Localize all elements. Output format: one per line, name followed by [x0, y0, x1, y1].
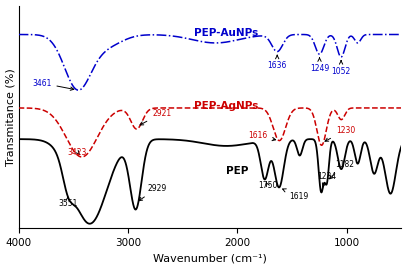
Text: 1619: 1619 — [282, 189, 308, 201]
Text: 3551: 3551 — [58, 196, 77, 208]
Text: 1234: 1234 — [317, 172, 337, 187]
Text: 2929: 2929 — [139, 183, 167, 201]
Text: 1750: 1750 — [258, 181, 278, 190]
Text: 3461: 3461 — [32, 79, 74, 90]
X-axis label: Wavenumber (cm⁻¹): Wavenumber (cm⁻¹) — [153, 253, 267, 263]
Y-axis label: Transmitance (%): Transmitance (%) — [6, 68, 16, 166]
Text: 3423: 3423 — [68, 148, 87, 157]
Text: PEP-AuNPs: PEP-AuNPs — [194, 28, 258, 38]
Text: 1230: 1230 — [325, 126, 355, 141]
Text: PEP: PEP — [226, 166, 249, 176]
Text: 1249: 1249 — [310, 58, 329, 73]
Text: 1182: 1182 — [330, 160, 354, 179]
Text: 1616: 1616 — [248, 131, 276, 141]
Text: 2921: 2921 — [140, 109, 171, 125]
Text: 1636: 1636 — [267, 55, 287, 70]
Text: PEP-AgNPs: PEP-AgNPs — [194, 101, 258, 111]
Text: 1052: 1052 — [331, 61, 351, 76]
